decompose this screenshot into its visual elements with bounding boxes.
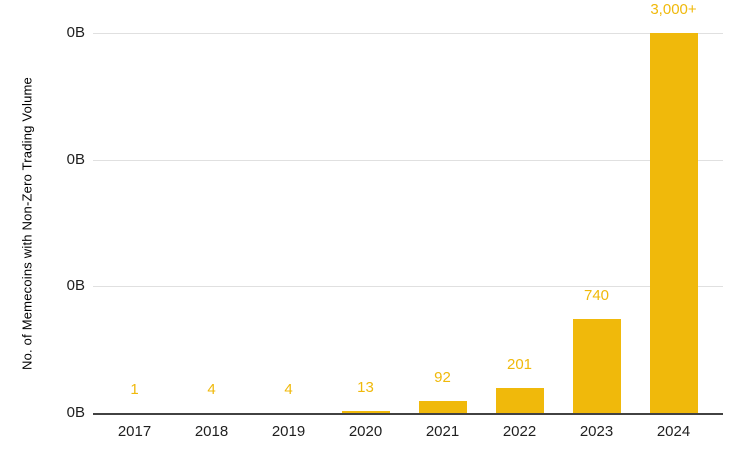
bar-value-label: 201 xyxy=(506,355,533,373)
bar-value-label: 13 xyxy=(357,379,374,397)
x-axis-line xyxy=(93,413,723,415)
bar xyxy=(495,387,544,413)
y-tick-label: 0B xyxy=(66,404,85,421)
bar-value-label: 3,000+ xyxy=(650,1,697,18)
bar xyxy=(341,411,390,413)
bar-value-label: 740 xyxy=(583,287,610,305)
y-tick-label: 0B xyxy=(66,277,85,294)
x-tick-label: 2019 xyxy=(271,423,306,440)
bar-value-label: 4 xyxy=(284,381,293,398)
bar xyxy=(418,401,467,413)
x-tick-label: 2022 xyxy=(502,423,537,440)
y-tick-label: 0B xyxy=(66,24,85,41)
bar-value-label: 1 xyxy=(130,381,139,398)
bar-value-label: 4 xyxy=(207,381,216,398)
y-tick-label: 0B xyxy=(66,151,85,168)
bar xyxy=(572,319,621,413)
x-tick-label: 2023 xyxy=(579,423,614,440)
x-tick-label: 2024 xyxy=(656,423,691,440)
gridline xyxy=(93,160,723,161)
gridline xyxy=(93,286,723,287)
y-axis-title: No. of Memecoins with Non-Zero Trading V… xyxy=(19,77,35,370)
x-tick-label: 2018 xyxy=(194,423,229,440)
bar-value-label: 92 xyxy=(434,369,451,387)
x-tick-label: 2021 xyxy=(425,423,460,440)
gridline xyxy=(93,33,723,34)
bar xyxy=(649,33,698,413)
x-tick-label: 2020 xyxy=(348,423,383,440)
x-tick-label: 2017 xyxy=(117,423,152,440)
